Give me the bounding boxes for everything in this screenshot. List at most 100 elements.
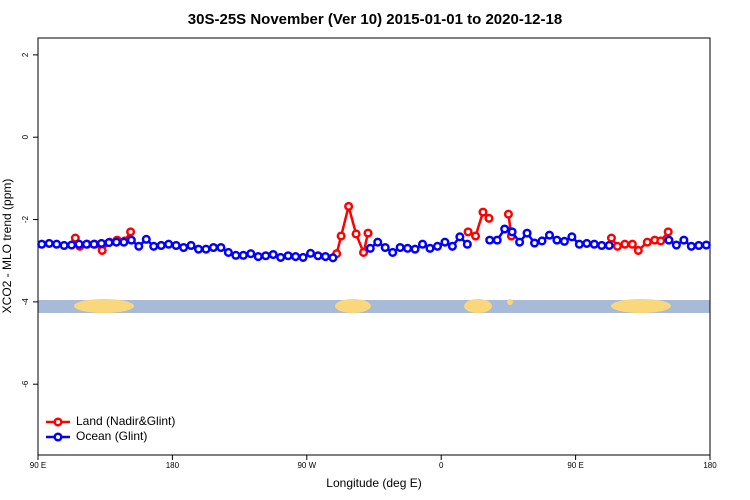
legend-label: Land (Nadir&Glint) [76, 414, 175, 428]
data-point [70, 233, 80, 243]
data-point [627, 239, 637, 249]
data-point [253, 252, 263, 262]
ocean-band [38, 300, 710, 313]
data-point [74, 239, 84, 249]
data-point [507, 227, 517, 237]
data-point [97, 245, 107, 255]
data-point [119, 237, 129, 247]
data-point [582, 238, 592, 248]
y-tick-label: -2 [21, 215, 30, 223]
data-point [193, 244, 204, 254]
data-point [141, 234, 151, 244]
data-point [59, 240, 69, 251]
data-point [537, 236, 547, 246]
legend-marker [53, 417, 63, 427]
land-mask-band [38, 299, 710, 313]
data-point [283, 251, 293, 261]
data-point [544, 230, 555, 240]
data-point [104, 238, 114, 248]
data-point [664, 235, 674, 245]
data-point [246, 249, 256, 259]
data-point [134, 241, 144, 251]
data-point [37, 239, 47, 249]
x-tick-label: 180 [166, 461, 180, 470]
data-point [208, 242, 219, 253]
data-point [701, 240, 711, 250]
data-point [620, 239, 630, 249]
data-point [403, 243, 413, 253]
data-point [484, 213, 494, 223]
land-patch [335, 299, 371, 313]
data-point [503, 209, 513, 219]
x-axis-label: Longitude (deg E) [326, 476, 421, 490]
data-point [336, 231, 346, 241]
data-point [298, 252, 308, 262]
data-point [679, 235, 689, 245]
data-point [111, 237, 121, 247]
land-patch [611, 299, 671, 313]
data-point [373, 237, 383, 247]
data-point [344, 201, 354, 211]
data-point [171, 240, 181, 251]
y-tick-label: -4 [21, 298, 30, 306]
data-point [223, 247, 233, 258]
data-point [126, 235, 136, 245]
data-point [597, 240, 607, 251]
data-point [492, 235, 502, 245]
data-point [462, 239, 472, 249]
data-point [500, 224, 510, 234]
x-tick-label: 180 [703, 461, 717, 470]
data-point [261, 251, 271, 261]
land-patch [74, 299, 134, 313]
data-point [44, 238, 54, 248]
data-point [694, 240, 704, 251]
data-point [156, 240, 166, 251]
y-tick-label: -6 [21, 380, 30, 388]
data-point [432, 241, 443, 251]
data-point [656, 236, 666, 246]
data-point [604, 240, 614, 251]
data-point [291, 252, 301, 262]
data-point [186, 240, 196, 251]
data-point [589, 239, 599, 249]
data-point [447, 241, 457, 251]
data-point [388, 247, 398, 258]
data-point [89, 239, 99, 249]
data-point [164, 239, 174, 249]
data-point [671, 240, 681, 250]
data-point [67, 240, 77, 250]
x-tick-label: 0 [439, 461, 444, 470]
x-tick-label: 90 E [567, 461, 583, 470]
data-point [268, 249, 278, 260]
land-patch [507, 299, 513, 305]
data-point [455, 232, 465, 242]
data-point [313, 251, 323, 261]
data-point [552, 235, 562, 245]
data-point [410, 244, 420, 254]
data-point [663, 227, 673, 237]
data-point [529, 238, 540, 248]
y-tick-label: 2 [21, 52, 30, 57]
data-point [380, 242, 390, 253]
data-point [417, 239, 428, 249]
data-point [238, 250, 248, 260]
data-point [320, 252, 331, 262]
data-point [363, 228, 373, 238]
data-point [96, 238, 107, 248]
data-point [328, 253, 338, 263]
data-point [81, 239, 92, 249]
x-tick-label: 90 W [297, 461, 316, 470]
land-patch [464, 299, 492, 313]
data-point [358, 247, 369, 258]
data-point [179, 242, 189, 253]
data-point [425, 243, 435, 253]
data-point [574, 239, 584, 249]
data-point [633, 245, 643, 255]
data-point [201, 244, 211, 254]
y-axis-label: XCO2 - MLO trend (ppm) [0, 179, 14, 314]
data-point [463, 227, 473, 237]
data-point [515, 237, 525, 247]
legend-label: Ocean (Glint) [76, 429, 147, 443]
data-point [231, 250, 241, 260]
